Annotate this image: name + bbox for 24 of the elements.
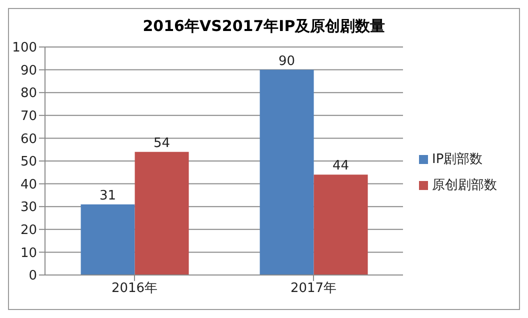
y-tick-label: 30 [20, 200, 37, 216]
chart-title: 2016年VS2017年IP及原创剧数量 [142, 16, 386, 37]
y-tick-label: 70 [20, 109, 37, 124]
legend-label: IP剧部数 [432, 152, 483, 167]
legend-label: 原创剧部数 [432, 178, 497, 193]
bar [80, 204, 135, 275]
y-tick-label: 80 [20, 86, 37, 102]
y-tick-label: 40 [20, 177, 37, 192]
data-label: 90 [278, 54, 296, 69]
x-tick-label: 2016年 [111, 281, 158, 296]
x-tick-label: 2017年 [290, 281, 337, 296]
data-label: 54 [154, 136, 170, 151]
y-tick-label: 10 [20, 246, 37, 261]
y-tick-label: 20 [20, 223, 37, 238]
bar [314, 174, 368, 275]
data-label: 31 [100, 188, 116, 204]
y-tick-label: 100 [12, 40, 37, 56]
data-label: 44 [332, 158, 350, 174]
y-tick-label: 60 [20, 132, 37, 147]
y-tick-label: 90 [20, 63, 37, 78]
bar [260, 70, 314, 275]
y-tick-label: 50 [20, 154, 37, 170]
bar [134, 152, 189, 275]
y-tick-label: 0 [28, 268, 37, 284]
